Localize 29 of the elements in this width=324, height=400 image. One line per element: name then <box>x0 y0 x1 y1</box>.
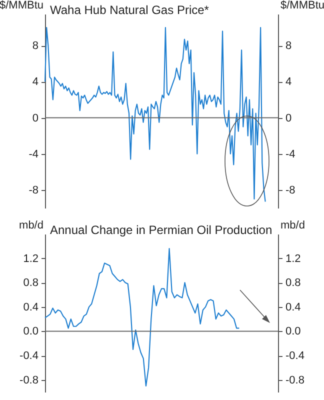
y2-tick-label: -8 <box>286 184 296 196</box>
y2-tick-label: 0.0 <box>286 326 301 338</box>
y-tick-label: 0.8 <box>23 277 38 290</box>
chart-title: Waha Hub Natural Gas Price* <box>50 3 210 17</box>
y2-tick-label: 0 <box>286 112 292 124</box>
y-axis-title: mb/d <box>19 220 44 232</box>
y-tick-label: 0.4 <box>23 301 38 314</box>
y-tick-label: 8 <box>32 40 38 52</box>
y2-tick-label: 8 <box>286 40 292 52</box>
y-tick-label: -8 <box>28 184 38 196</box>
y-tick-label: 4 <box>32 76 38 88</box>
y-tick-label: -4 <box>28 148 38 160</box>
y-tick-label: 1.2 <box>23 252 38 265</box>
y-tick-label: 0 <box>32 112 38 124</box>
y2-tick-label: -0.4 <box>286 350 304 362</box>
y2-tick-label: 1.2 <box>286 252 301 265</box>
line-series <box>44 248 240 386</box>
y2-tick-label: 4 <box>286 76 292 88</box>
y2-tick-label: 0.8 <box>286 277 301 290</box>
y2-axis-title: $/MMBtu <box>280 0 324 12</box>
y2-tick-label: -4 <box>286 148 296 160</box>
y-tick-label: 0.0 <box>23 326 38 338</box>
y-tick-label: -0.4 <box>20 350 38 362</box>
y2-tick-label: 0.4 <box>286 301 301 314</box>
line-series <box>44 26 266 202</box>
chart-title: Annual Change in Permian Oil Production <box>50 223 272 237</box>
y2-tick-label: -0.8 <box>286 374 304 386</box>
y-tick-label: -0.8 <box>20 374 38 386</box>
y2-axis-title: mb/d <box>280 220 305 232</box>
